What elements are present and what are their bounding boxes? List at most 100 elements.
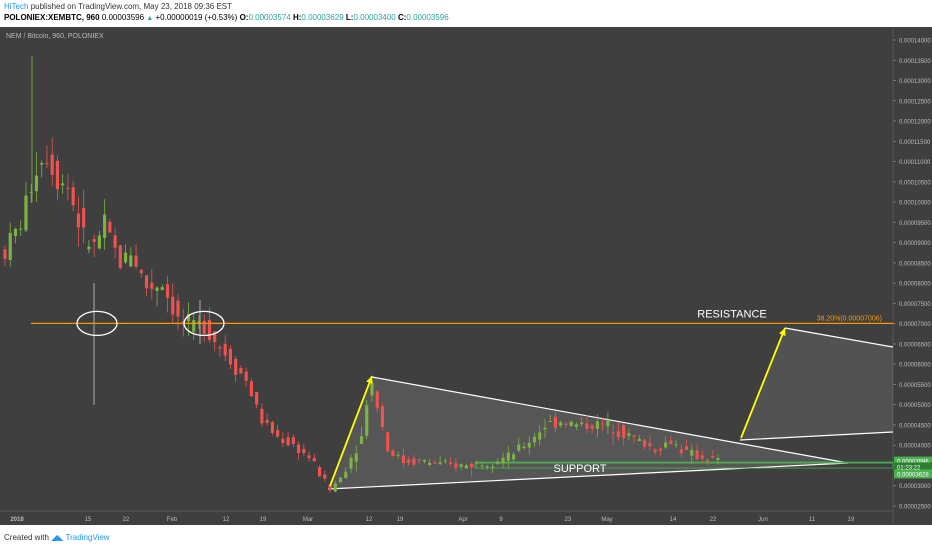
y-tick-label: 0.00011000 (899, 160, 931, 166)
candle-body (333, 483, 337, 492)
candle-body (506, 452, 510, 461)
candle-body (690, 449, 694, 456)
candle-body (428, 462, 432, 465)
candle-body (522, 446, 526, 449)
chart-frame: NEM / Bitcoin, 960, POLONIEX 0.00014000 0.… (0, 27, 932, 525)
author-link[interactable]: HiTech (4, 2, 29, 11)
candle-body (695, 450, 699, 460)
candle-body (34, 175, 39, 192)
y-tick-label: 0.00004000 (899, 444, 931, 450)
candle-body (679, 449, 683, 454)
candle-body (249, 381, 253, 397)
candle-body (260, 408, 264, 424)
candle-body (349, 457, 353, 469)
candle-body (171, 296, 175, 315)
candle-body (45, 163, 49, 165)
candle-body (307, 455, 311, 459)
tradingview-logo-icon: ◢◣ (51, 533, 64, 542)
candle-body (538, 432, 542, 440)
y-tick-label: 0.00010000 (899, 201, 931, 207)
high-label: H: (292, 13, 302, 22)
price-chart[interactable]: NEM / Bitcoin, 960, POLONIEX 0.00014000 0.… (0, 27, 932, 525)
candle-body (532, 436, 537, 443)
candle-body (213, 331, 217, 343)
candle-body (622, 425, 626, 438)
footer: Created with ◢◣ TradingView (4, 533, 110, 542)
up-arrow-icon: ▲ (146, 15, 154, 22)
projection-top-line (784, 327, 894, 348)
candle-body (501, 457, 505, 464)
x-tick-label: 9 (499, 517, 503, 523)
candle-body (627, 433, 631, 436)
candle-body (480, 465, 484, 467)
symbol-info: POLONIEX:XEMBTC, 960 0.00003596 ▲ +0.000… (4, 13, 449, 22)
candle-body (223, 343, 227, 356)
open-label: O: (239, 13, 249, 22)
candle-body (449, 462, 453, 465)
candle-body (129, 255, 133, 267)
y-tick-label: 0.00006000 (899, 363, 931, 369)
candle-body (181, 321, 185, 323)
candle-body (150, 282, 154, 289)
candle-body (559, 422, 563, 426)
candle-body (490, 466, 495, 468)
candle-body (580, 422, 584, 425)
x-tick-label: Jun (758, 517, 768, 523)
y-tick-label: 0.00007000 (899, 322, 931, 328)
y-tick-label: 0.00007500 (899, 302, 931, 308)
candle-body (648, 443, 652, 447)
x-tick-label: 11 (809, 517, 816, 523)
up-arrow-2-head (779, 328, 786, 336)
x-tick-label: 12 (223, 517, 230, 523)
candle-body (97, 235, 101, 249)
candle-body (29, 192, 33, 194)
projection-bottom-line (739, 431, 894, 441)
resistance-fib-label: 38.20%(0.00007006) (817, 315, 882, 322)
candle-body (176, 300, 180, 317)
candle-body (438, 462, 442, 465)
support-box (474, 461, 894, 469)
candle-body (108, 221, 112, 233)
price-tag-box (894, 462, 932, 472)
candle-body (475, 462, 479, 464)
published-text: published on TradingView.com, May 23, 20… (30, 2, 232, 11)
candle-body (317, 467, 322, 477)
high-value: 0.00003629 (301, 13, 344, 22)
candle-body (113, 235, 117, 248)
candle-body (711, 455, 715, 458)
candle-body (375, 391, 379, 409)
candle-body (66, 187, 70, 189)
price-tag-label: 0.00003628 (897, 472, 929, 478)
y-tick-label: 0.00002500 (899, 505, 931, 511)
y-tick-label: 0.00010500 (899, 180, 931, 186)
x-tick-label: 22 (710, 517, 717, 523)
projection-fill (740, 328, 893, 440)
candle-body (276, 430, 280, 437)
candle-body (202, 320, 206, 334)
candle-body (8, 232, 12, 261)
candle-body (496, 461, 500, 465)
candle-body (291, 437, 295, 444)
x-tick-label: 19 (397, 517, 404, 523)
touch-circle (76, 310, 118, 337)
y-tick-label: 0.00011500 (899, 140, 931, 146)
resistance-trendline (371, 376, 849, 464)
candle-body (433, 462, 437, 464)
low-value: 0.00003400 (353, 13, 396, 22)
candle-body (3, 249, 7, 259)
candle-body (553, 416, 558, 428)
candle-body (585, 423, 589, 429)
candle-body (197, 321, 201, 324)
candle-body (228, 348, 233, 365)
candle-body (464, 465, 468, 469)
candle-body (328, 484, 332, 491)
candle-body (71, 187, 75, 206)
candle-body (160, 287, 164, 290)
candle-body (643, 440, 647, 447)
price-tag-box (894, 469, 932, 479)
candle-body (40, 163, 44, 165)
tradingview-brand[interactable]: TradingView (65, 533, 110, 542)
candle-body (370, 383, 374, 396)
candle-body (270, 421, 274, 433)
candle-body (50, 154, 54, 175)
